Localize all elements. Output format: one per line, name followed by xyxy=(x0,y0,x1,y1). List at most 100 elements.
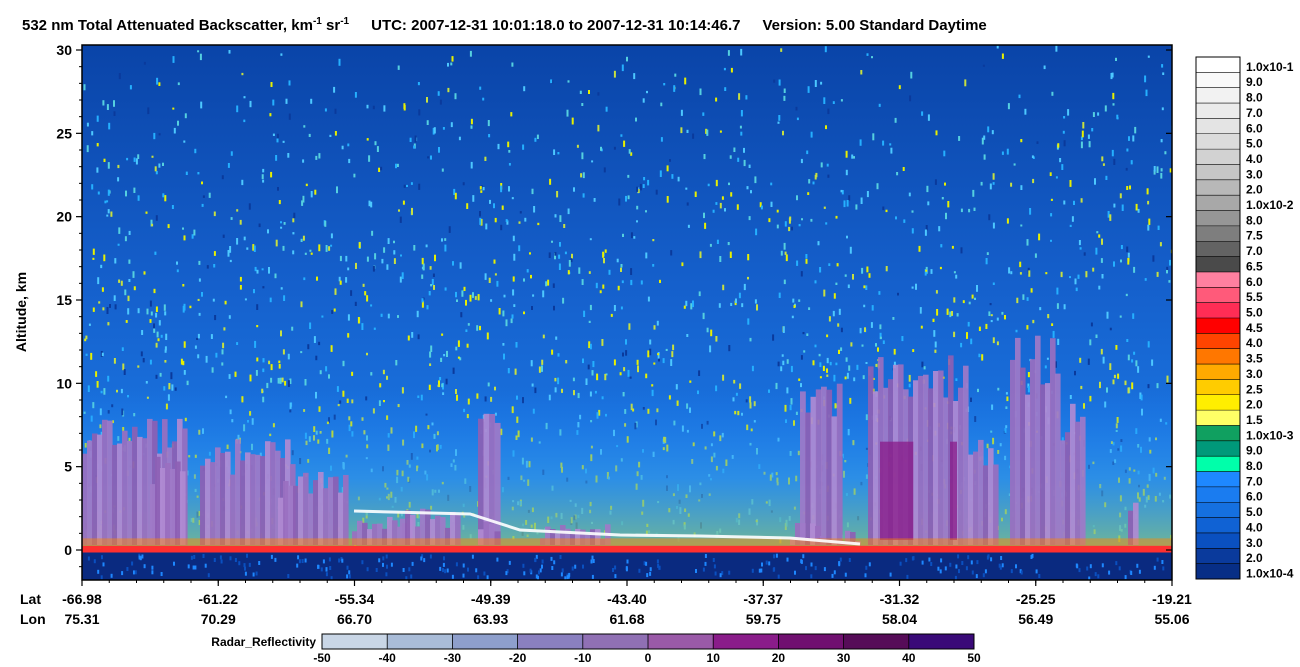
subsurface-speck xyxy=(571,566,574,571)
radar-cloud-column xyxy=(425,509,431,545)
backscatter-speck xyxy=(1161,64,1164,68)
backscatter-speck xyxy=(87,385,90,392)
backscatter-speck xyxy=(719,256,722,262)
radar-cloud-column xyxy=(831,416,838,545)
backscatter-speck xyxy=(642,98,645,103)
backscatter-speck xyxy=(620,134,623,137)
colorbar-label: 9.0 xyxy=(1246,444,1263,458)
backscatter-speck xyxy=(1060,271,1063,278)
backscatter-speck xyxy=(395,163,397,169)
radar-cloud-column xyxy=(308,493,314,545)
backscatter-speck xyxy=(428,291,431,296)
backscatter-speck xyxy=(1106,311,1109,319)
backscatter-speck xyxy=(978,353,981,358)
subsurface-speck xyxy=(93,559,96,564)
subsurface-speck xyxy=(982,573,985,578)
radar-cloud-column xyxy=(220,452,226,545)
lat-tick-label: -31.32 xyxy=(880,591,920,607)
subsurface-speck xyxy=(126,567,129,571)
radar-cloud-column xyxy=(333,476,339,545)
backscatter-speck xyxy=(1092,267,1095,272)
subsurface-speck xyxy=(475,568,478,573)
backscatter-speck xyxy=(1134,126,1137,134)
backscatter-speck xyxy=(542,290,545,298)
colorbar-label: 3.5 xyxy=(1246,352,1263,366)
backscatter-speck xyxy=(1164,151,1167,155)
backscatter-speck xyxy=(303,277,306,281)
backscatter-speck xyxy=(718,303,721,308)
backscatter-speck xyxy=(133,187,136,193)
backscatter-speck xyxy=(418,109,421,116)
backscatter-speck xyxy=(347,143,350,147)
colorbar-swatch xyxy=(1196,210,1240,227)
backscatter-speck xyxy=(379,383,382,388)
backscatter-speck xyxy=(686,129,689,133)
backscatter-speck xyxy=(438,147,440,153)
subsurface-speck xyxy=(141,554,144,559)
title-unit-exp2: -1 xyxy=(340,16,349,27)
radar-cloud-column xyxy=(200,465,206,545)
lon-tick-label: 55.06 xyxy=(1154,611,1189,627)
backscatter-speck xyxy=(1013,163,1016,166)
backscatter-speck xyxy=(155,374,158,379)
backscatter-speck xyxy=(248,203,251,210)
radar-cloud-column xyxy=(147,418,153,545)
radar-cloud-column xyxy=(420,508,426,545)
backscatter-speck xyxy=(206,265,209,269)
backscatter-speck xyxy=(865,362,868,364)
backscatter-speck xyxy=(162,162,164,166)
subsurface-speck xyxy=(999,565,1002,570)
backscatter-speck xyxy=(1125,293,1128,297)
backscatter-speck xyxy=(510,318,513,324)
subsurface-speck xyxy=(322,559,325,564)
radar-core xyxy=(950,441,957,540)
backscatter-speck xyxy=(1130,160,1133,165)
backscatter-speck xyxy=(300,351,303,354)
subsurface-speck xyxy=(100,575,103,580)
backscatter-speck xyxy=(302,235,305,241)
backscatter-speck xyxy=(807,192,810,195)
backscatter-speck xyxy=(926,185,929,193)
backscatter-speck xyxy=(199,53,202,61)
backscatter-speck xyxy=(783,95,786,101)
radar-cloud-column xyxy=(132,426,138,545)
backscatter-speck xyxy=(747,276,749,280)
radar-cloud-column xyxy=(1040,384,1046,545)
backscatter-speck xyxy=(795,106,798,111)
subsurface-speck xyxy=(329,566,332,570)
lat-tick-label: -37.37 xyxy=(743,591,783,607)
backscatter-speck xyxy=(366,256,369,262)
backscatter-speck xyxy=(652,264,655,267)
backscatter-speck xyxy=(530,274,532,279)
radar-bar-swatch xyxy=(648,634,714,649)
backscatter-speck xyxy=(806,150,809,155)
subsurface-speck xyxy=(143,564,146,569)
backscatter-speck xyxy=(270,171,273,178)
backscatter-speck xyxy=(1080,141,1083,149)
backscatter-speck xyxy=(786,359,789,364)
backscatter-speck xyxy=(1010,182,1013,187)
backscatter-speck xyxy=(97,191,100,195)
backscatter-speck xyxy=(1032,319,1035,324)
backscatter-speck xyxy=(1019,272,1022,275)
backscatter-speck xyxy=(826,374,829,377)
subsurface-speck xyxy=(301,559,304,563)
subsurface-speck xyxy=(187,564,190,569)
backscatter-speck xyxy=(128,279,131,282)
backscatter-speck xyxy=(310,252,313,255)
backscatter-speck xyxy=(143,271,146,275)
radar-bar-tick-label: 0 xyxy=(645,651,652,665)
backscatter-speck xyxy=(683,305,686,309)
backscatter-speck xyxy=(810,218,813,222)
backscatter-speck xyxy=(270,82,273,87)
backscatter-speck xyxy=(155,306,158,312)
backscatter-speck xyxy=(1050,239,1052,242)
subsurface-speck xyxy=(564,576,567,580)
backscatter-speck xyxy=(347,267,350,271)
radar-cloud-column xyxy=(1055,373,1061,545)
backscatter-speck xyxy=(395,360,398,366)
backscatter-speck xyxy=(837,323,840,327)
backscatter-speck xyxy=(727,242,730,246)
backscatter-speck xyxy=(158,82,161,86)
backscatter-speck xyxy=(1159,242,1162,247)
